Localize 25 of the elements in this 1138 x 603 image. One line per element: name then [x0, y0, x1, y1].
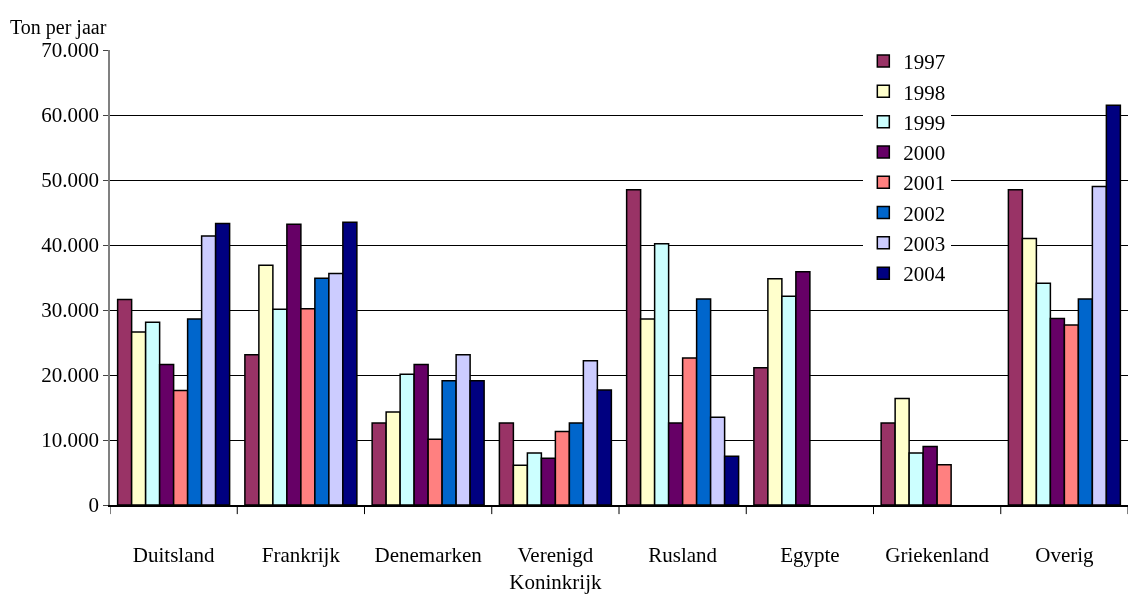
x-tick-label: Griekenland	[885, 542, 990, 567]
y-tick-label: 70.000	[41, 38, 100, 63]
y-tick-label: 30.000	[41, 298, 100, 323]
legend-label: 2004	[903, 262, 946, 287]
y-tick-label: 20.000	[41, 363, 100, 388]
legend-label: 1997	[903, 50, 946, 75]
y-tick-label: 40.000	[41, 233, 100, 258]
legend-label: 2000	[903, 141, 946, 166]
y-axis-title: Ton per jaar	[10, 16, 107, 39]
legend-label: 2001	[903, 171, 946, 196]
x-tick-label: Duitsland	[132, 542, 215, 567]
legend-label: 2003	[903, 232, 946, 257]
y-tick-label: 10.000	[41, 428, 100, 453]
legend-label: 1998	[903, 80, 946, 105]
y-tick-label: 0	[88, 493, 100, 518]
x-tick-label: Egypte	[780, 542, 840, 567]
y-tick-label: 60.000	[41, 103, 100, 128]
legend-label: 2002	[903, 201, 946, 226]
y-tick-label: 50.000	[41, 168, 100, 193]
x-tick-label: Overig	[1035, 542, 1095, 567]
x-tick-label: Verenigd Koninkrijk	[509, 542, 602, 595]
x-tick-label: Denemarken	[374, 542, 483, 567]
x-tick-label: Frankrijk	[261, 542, 341, 567]
x-tick-label: Rusland	[648, 542, 718, 567]
legend-label: 1999	[903, 110, 946, 135]
